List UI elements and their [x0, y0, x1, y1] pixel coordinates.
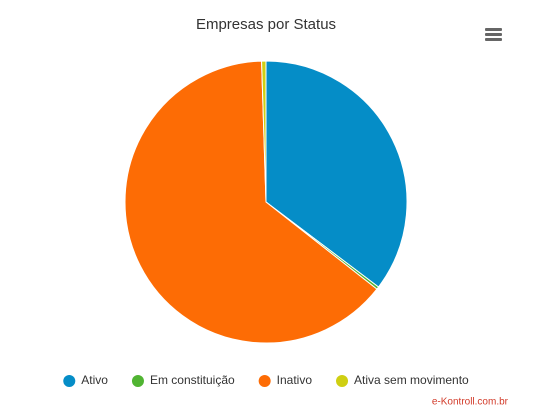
legend-label: Ativa sem movimento	[354, 373, 469, 387]
legend-symbol	[258, 375, 271, 387]
pie-slice	[124, 60, 378, 344]
menu-bar	[485, 38, 502, 41]
chart-title: Empresas por Status	[196, 16, 336, 33]
legend: Ativo Em constituição Inativo Ativa sem mov…	[63, 373, 469, 387]
legend-symbol	[63, 375, 76, 387]
pie-slice	[261, 60, 267, 203]
menu-bar	[485, 33, 502, 36]
legend-label: Em constituição	[150, 373, 235, 387]
legend-symbol	[131, 375, 144, 387]
legend-label: Inativo	[277, 373, 313, 387]
menu-button[interactable]	[485, 28, 502, 41]
legend-label: Ativo	[81, 373, 108, 387]
menu-bar	[485, 28, 502, 31]
credits[interactable]: e-Kontroll.com.br	[432, 397, 509, 408]
pie-slice	[265, 60, 408, 288]
legend-symbol	[336, 375, 349, 387]
